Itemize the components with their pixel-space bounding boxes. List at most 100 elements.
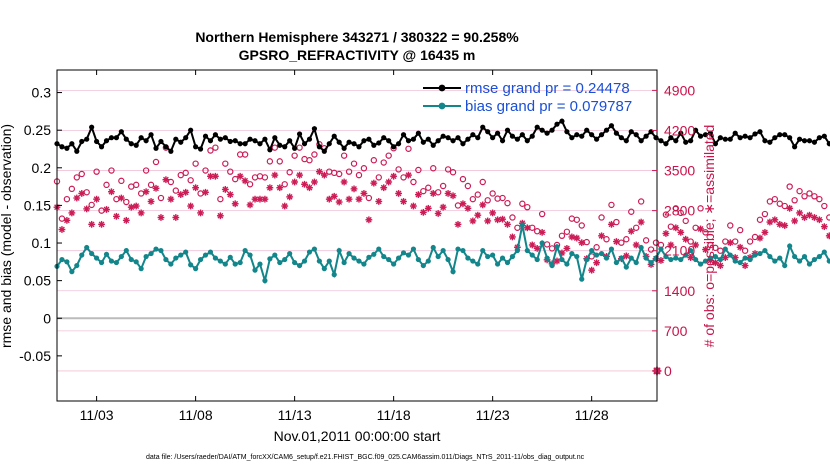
obs-assimilated-marker xyxy=(662,230,670,237)
y2-axis-ticks: 0 700 1400 2100 2800 3500 4200 4900 xyxy=(652,82,695,379)
obs-assimilated-stroke xyxy=(68,209,75,216)
obs-assimilated-marker xyxy=(93,195,101,203)
obs-assimilated-stroke xyxy=(326,196,333,203)
obs-possible-marker xyxy=(776,200,783,207)
obs-assimilated-stroke xyxy=(118,195,125,201)
bias-point xyxy=(123,247,129,254)
obs-assimilated-stroke xyxy=(658,257,664,264)
obs-assimilated-stroke xyxy=(821,223,828,230)
rmse-point xyxy=(594,136,600,142)
obs-possible-marker xyxy=(761,210,769,218)
rmse-point xyxy=(460,141,466,147)
obs-assimilated-stroke xyxy=(563,245,570,252)
rmse-point xyxy=(450,138,456,144)
obs-possible-marker xyxy=(504,199,511,207)
rmse-point xyxy=(643,133,649,139)
rmse-point xyxy=(94,138,100,145)
bias-point xyxy=(128,256,134,263)
obs-possible-marker xyxy=(152,158,160,166)
rmse-point xyxy=(64,145,70,151)
obs-assimilated-marker xyxy=(301,180,308,188)
obs-assimilated-marker xyxy=(306,184,313,192)
rmse-point xyxy=(262,136,268,142)
rmse-point xyxy=(143,138,149,144)
obs-possible-marker xyxy=(192,160,199,167)
obs-assimilated-marker xyxy=(464,204,472,212)
rmse-line xyxy=(56,119,830,154)
obs-assimilated-marker xyxy=(726,239,734,247)
rmse-point xyxy=(103,138,110,144)
rmse-point xyxy=(59,144,65,150)
rmse-point xyxy=(321,148,327,154)
obs-assimilated-stroke xyxy=(737,244,744,251)
rmse-point xyxy=(277,142,283,148)
bias-point xyxy=(633,259,639,266)
bias-point xyxy=(415,256,421,263)
obs-assimilated-marker xyxy=(83,205,91,213)
obs-assimilated-marker xyxy=(355,195,363,203)
bias-point xyxy=(707,255,714,261)
obs-assimilated-marker xyxy=(142,188,150,196)
obs-possible-marker xyxy=(78,170,85,178)
obs-possible-marker xyxy=(142,167,150,174)
obs-assimilated-stroke xyxy=(336,199,343,205)
bias-point xyxy=(569,250,575,257)
rmse-point xyxy=(232,138,238,144)
obs-assimilated-stroke xyxy=(727,239,734,246)
obs-possible-marker xyxy=(83,189,90,196)
obs-possible-marker xyxy=(375,174,382,181)
obs-assimilated-stroke xyxy=(158,214,164,221)
bias-point xyxy=(490,252,496,258)
obs-assimilated-stroke xyxy=(321,172,328,179)
obs-possible-marker xyxy=(623,236,630,243)
rmse-point xyxy=(539,127,545,133)
obs-possible-marker xyxy=(133,181,140,189)
obs-assimilated-marker xyxy=(281,202,289,210)
rmse-point xyxy=(559,118,565,124)
bias-point xyxy=(742,255,748,261)
obs-assimilated-stroke xyxy=(672,224,679,231)
obs-possible-marker xyxy=(533,228,541,235)
series-lines xyxy=(54,118,830,285)
obs-assimilated-stroke xyxy=(455,221,461,228)
rmse-point xyxy=(69,141,75,147)
obs-assimilated-stroke xyxy=(796,209,803,216)
obs-assimilated-marker xyxy=(568,233,576,241)
obs-assimilated-stroke xyxy=(811,214,818,221)
rmse-point xyxy=(217,136,223,142)
bias-point xyxy=(138,266,144,272)
bias-point xyxy=(173,255,179,261)
obs-assimilated-stroke xyxy=(113,213,120,220)
rmse-point xyxy=(425,136,431,142)
obs-assimilated-marker xyxy=(98,220,105,228)
rmse-point xyxy=(455,135,461,141)
obs-assimilated-marker xyxy=(667,241,675,249)
bias-point xyxy=(108,258,115,264)
bias-point xyxy=(193,266,199,272)
obs-assimilated-marker xyxy=(776,220,784,228)
obs-possible-marker xyxy=(826,214,830,221)
obs-assimilated-stroke xyxy=(276,184,283,191)
obs-assimilated-marker xyxy=(598,232,605,240)
obs-assimilated-marker xyxy=(419,208,427,216)
obs-assimilated-stroke xyxy=(247,201,253,208)
obs-assimilated-stroke xyxy=(598,232,605,239)
bias-point xyxy=(361,261,367,267)
bias-point xyxy=(767,253,773,260)
obs-assimilated-stroke xyxy=(133,203,140,209)
bias-point xyxy=(435,253,441,260)
obs-possible-marker xyxy=(642,237,650,244)
obs-possible-marker xyxy=(217,195,224,203)
rmse-point xyxy=(267,147,273,153)
rmse-point xyxy=(821,133,827,139)
obs-assimilated-stroke xyxy=(192,184,199,191)
bias-point xyxy=(534,256,540,263)
obs-assimilated-stroke xyxy=(430,190,437,197)
rmse-point xyxy=(499,138,506,144)
obs-assimilated-marker xyxy=(400,198,407,205)
rmse-point xyxy=(336,139,342,145)
rmse-point xyxy=(633,132,639,138)
obs-possible-marker xyxy=(796,187,803,195)
obs-assimilated-stroke xyxy=(380,184,387,191)
obs-assimilated-marker xyxy=(736,243,744,251)
